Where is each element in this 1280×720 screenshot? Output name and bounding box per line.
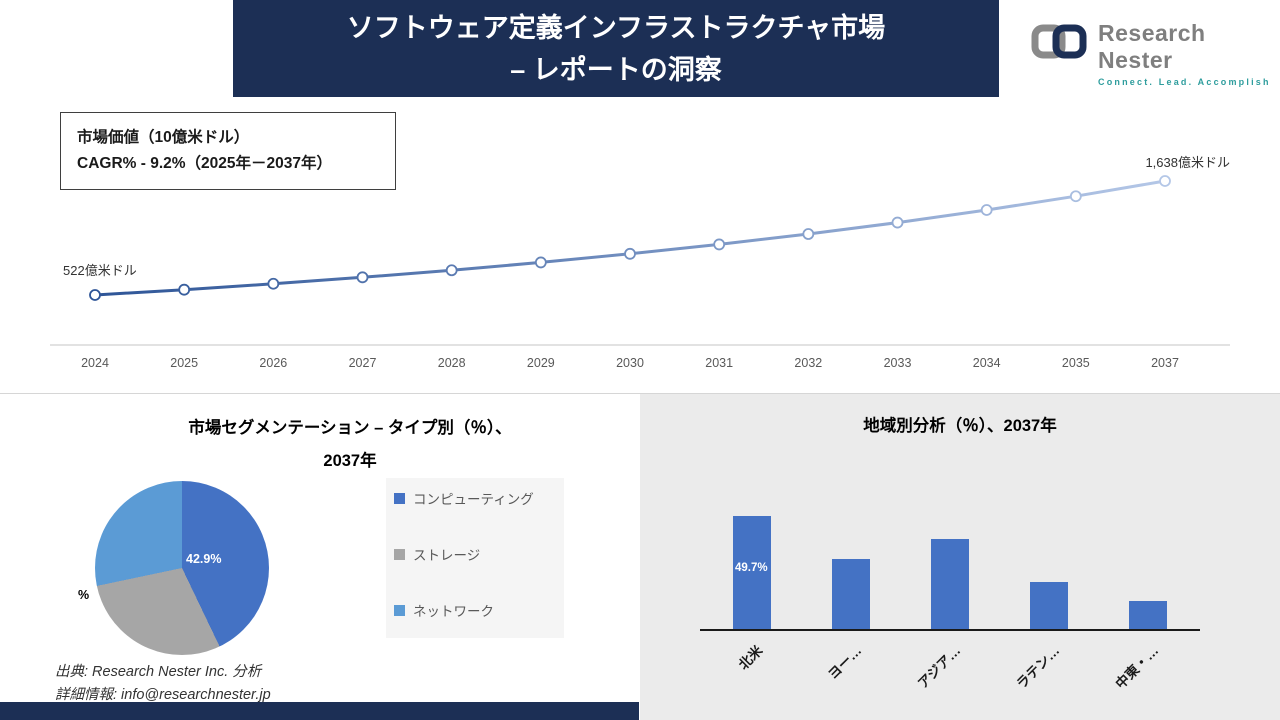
pie-data-label: 42.9% — [186, 552, 222, 566]
bar-ラテン… — [1030, 582, 1068, 629]
legend-swatch-network — [394, 604, 405, 616]
bottom-navy-strip — [0, 702, 639, 720]
market-value-line-chart — [50, 175, 1230, 346]
x-tick-2025: 2025 — [170, 356, 199, 370]
market-value-info-box: 市場価値（10億米ドル） CAGR% - 9.2%（2025年－2037年） — [60, 112, 396, 190]
x-tick-2032: 2032 — [794, 356, 823, 370]
line-marker-2025 — [178, 283, 191, 296]
legend-label-computing: コンピューティング — [413, 492, 534, 507]
legend-label-network: ネットワーク — [413, 604, 494, 619]
line-start-value-label: 522億米ドル — [63, 263, 137, 278]
pie-title-line2: 2037年 — [323, 452, 377, 470]
logo-text: Research Nester Connect. Lead. Accomplis… — [1098, 20, 1280, 87]
bar-アジア… — [931, 539, 969, 629]
line-marker-2030 — [624, 247, 636, 260]
bar-中東・… — [1129, 601, 1167, 629]
x-tick-2037: 2037 — [1151, 356, 1179, 370]
bar-ヨー… — [832, 559, 870, 629]
pie-clipped-percent-label: % — [78, 588, 90, 602]
line-marker-2024 — [89, 289, 101, 301]
logo-brand-name: Research Nester — [1098, 20, 1206, 73]
pie-title-line1: 市場セグメンテーション – タイプ別（％）、 — [188, 419, 512, 437]
logo-tagline: Connect. Lead. Accomplish — [1098, 77, 1271, 87]
source-note: 出典: Research Nester Inc. 分析 — [55, 664, 262, 680]
line-end-value-label: 1,638億米ドル — [1145, 155, 1230, 170]
line-marker-2037 — [1159, 175, 1171, 187]
line-marker-2033 — [891, 216, 904, 229]
x-tick-2030: 2030 — [616, 356, 644, 370]
page-title-line1: ソフトウェア定義インフラストラクチャ市場 — [346, 13, 886, 43]
bar-category-label: ラテン… — [1013, 642, 1063, 692]
x-tick-2035: 2035 — [1061, 356, 1090, 370]
research-nester-logo: Research Nester Connect. Lead. Accomplis… — [1030, 20, 1280, 87]
line-marker-2028 — [445, 264, 458, 277]
line-marker-2032 — [802, 228, 815, 240]
legend-item-computing: コンピューティング — [394, 488, 556, 508]
pie-legend: コンピューティング ストレージ ネットワーク — [386, 478, 564, 638]
x-tick-2033: 2033 — [883, 356, 912, 370]
line-marker-2026 — [267, 277, 280, 290]
segmentation-pie-chart — [95, 481, 269, 655]
contact-note: 詳細情報: info@researchnester.jp — [55, 687, 271, 703]
legend-item-storage: ストレージ — [394, 544, 556, 564]
line-marker-2035 — [1069, 190, 1082, 203]
line-marker-2029 — [534, 256, 547, 269]
regional-analysis-panel: 地域別分析（％）、2037年 北米 ヨー… アジア… ラテン… 中東・… 49.7% — [640, 394, 1280, 720]
line-marker-2027 — [356, 271, 369, 284]
x-tick-2028: 2028 — [437, 356, 466, 370]
bar-chart-title: 地域別分析（％）、2037年 — [863, 417, 1057, 435]
market-value-label: 市場価値（10億米ドル） — [77, 129, 250, 146]
bar-chart-baseline — [700, 629, 1200, 631]
bar-北米 — [733, 516, 771, 629]
x-tick-2027: 2027 — [348, 356, 377, 370]
x-tick-2026: 2026 — [259, 356, 288, 370]
x-tick-2024: 2024 — [81, 356, 109, 370]
legend-item-network: ネットワーク — [394, 600, 556, 620]
line-marker-2034 — [980, 204, 993, 216]
section-divider — [0, 393, 1280, 394]
bar-category-label: ヨー… — [825, 642, 865, 683]
page-title-line2: – レポートの洞察 — [510, 55, 722, 85]
chain-link-icon — [1030, 20, 1090, 69]
line-marker-2031 — [713, 238, 726, 251]
title-banner: ソフトウェア定義インフラストラクチャ市場 – レポートの洞察 — [233, 0, 999, 97]
legend-label-storage: ストレージ — [413, 548, 481, 563]
legend-swatch-computing — [394, 492, 405, 504]
line-series — [89, 175, 1171, 301]
x-tick-2029: 2029 — [526, 356, 555, 370]
bar-category-label: アジア… — [915, 642, 964, 692]
pie-chart-title: 市場セグメンテーション – タイプ別（％）、 2037年 — [70, 412, 630, 478]
cagr-label: CAGR% - 9.2%（2025年－2037年） — [77, 155, 332, 172]
legend-swatch-storage — [394, 548, 405, 560]
bar-category-label: 中東・… — [1112, 642, 1162, 692]
bar-data-label: 49.7% — [735, 562, 768, 574]
x-tick-2031: 2031 — [705, 356, 734, 370]
bar-category-label: 北米 — [735, 642, 766, 673]
x-tick-2034: 2034 — [972, 356, 1001, 370]
